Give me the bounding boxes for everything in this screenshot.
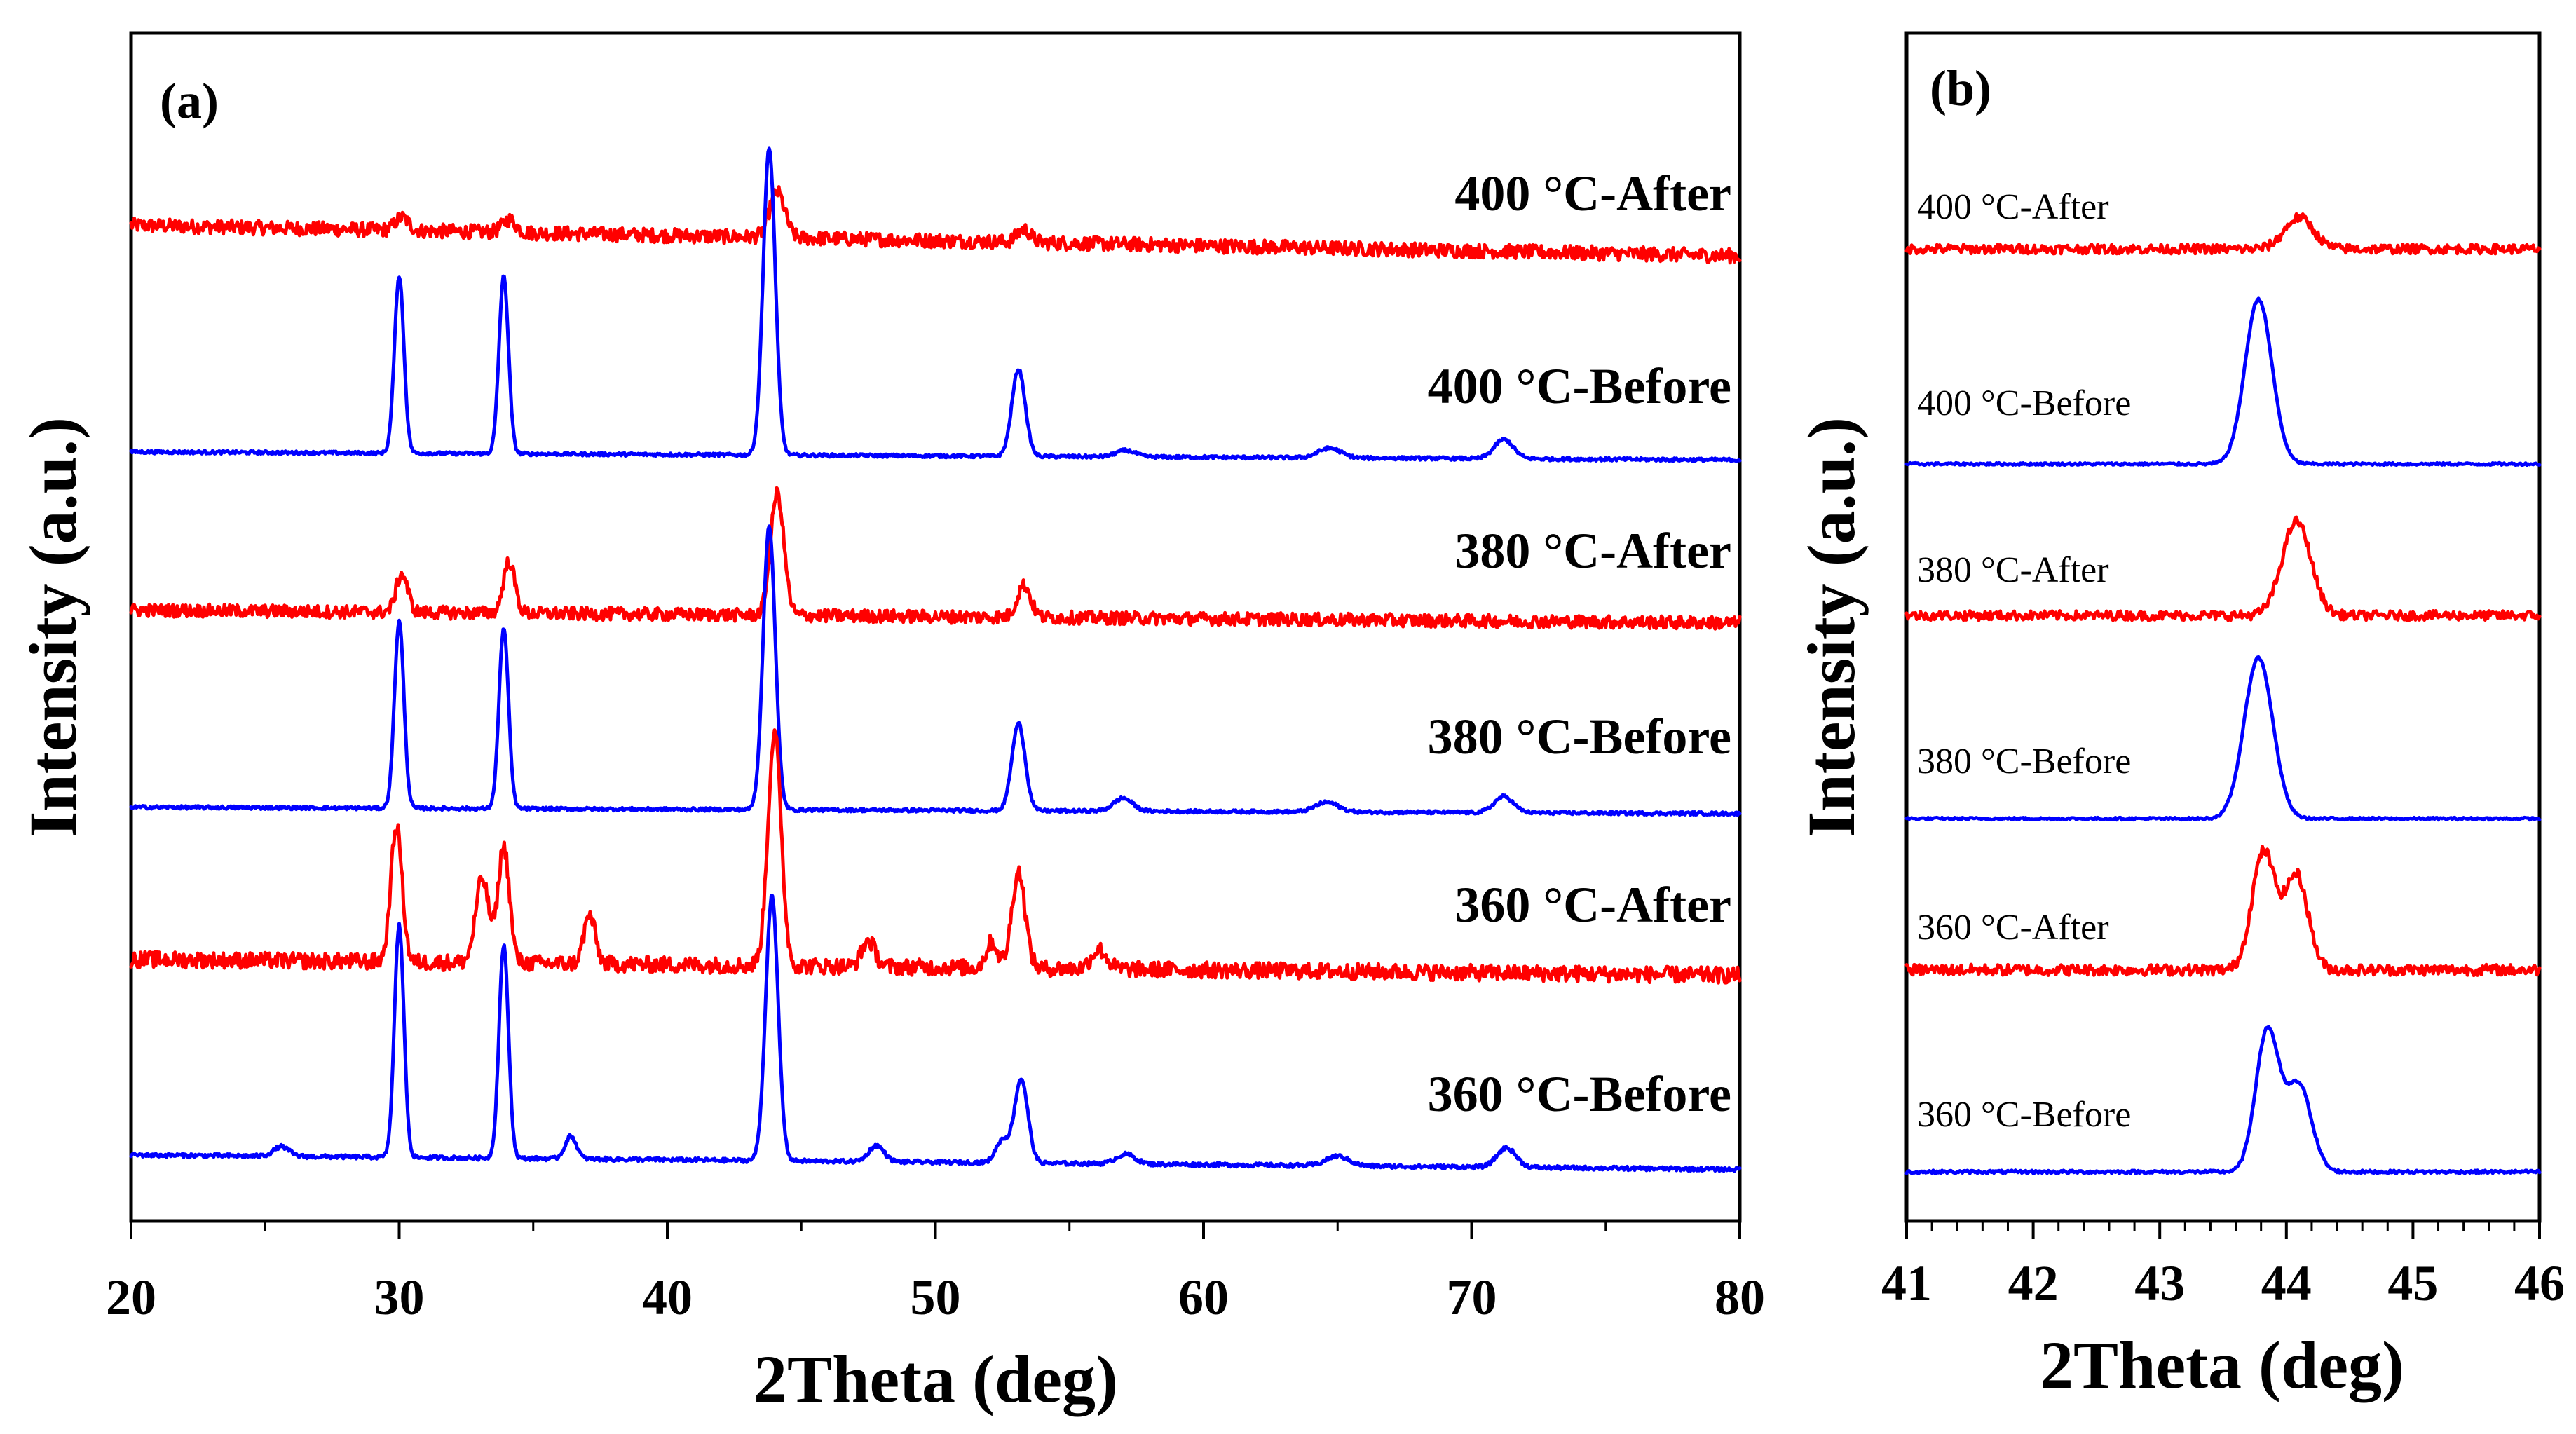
series-label: 360 °C-After [1917,908,2109,948]
trace-360-c-after [129,728,1742,985]
series-label: 360 °C-After [1454,877,1731,933]
x-tick-label-70: 70 [1447,1269,1497,1325]
series-label: 360 °C-Before [1917,1095,2131,1135]
panel-b: 41 42 43 44 45 46 400 °C-After 400 °C-Before 38… [1794,31,2565,1402]
panel-b-frame [1904,31,2542,1223]
panel-a-x-ticks: 20 30 40 50 60 70 80 [106,1221,1765,1325]
panel-b-label: (b) [1930,60,1991,116]
series-label: 400 °C-After [1454,165,1731,221]
trace-380-c-before [1904,655,2542,822]
x-tick-label-45: 45 [2387,1255,2438,1311]
trace-360-c-before [129,894,1742,1173]
panel-a-series-labels: 400 °C-After 400 °C-Before 380 °C-After 380… [1428,165,1731,1122]
panel-b-series-labels: 400 °C-After 400 °C-Before 380 °C-After 380… [1917,187,2131,1135]
series-label: 380 °C-After [1454,523,1731,579]
series-label: 400 °C-After [1917,187,2109,227]
panel-b-x-axis-title: 2Theta (deg) [2040,1327,2404,1402]
panel-a-x-axis-title: 2Theta (deg) [754,1341,1118,1416]
panel-b-traces [1904,212,2542,1175]
x-tick-label-40: 40 [642,1269,693,1325]
series-label: 380 °C-Before [1917,742,2131,781]
series-label: 380 °C-Before [1428,709,1731,765]
x-tick-label-42: 42 [2008,1255,2059,1311]
trace-380-c-after [1904,515,2542,622]
panel-a-traces [129,146,1742,1173]
x-tick-label-50: 50 [911,1269,961,1325]
x-tick-label-46: 46 [2514,1255,2565,1311]
trace-400-c-before [1904,296,2542,467]
x-tick-label-80: 80 [1715,1269,1765,1325]
panel-b-y-axis-title: Intensity (a.u.) [1794,417,1869,838]
panel-a-label: (a) [160,73,219,129]
trace-400-c-after [129,185,1742,265]
panel-a-y-axis-title: Intensity (a.u.) [15,417,90,838]
panel-b-x-ticks: 41 42 43 44 45 46 [1881,1221,2565,1311]
trace-400-c-after [1904,212,2542,256]
trace-380-c-before [129,524,1742,817]
trace-400-c-before [129,146,1742,463]
trace-380-c-after [129,486,1742,631]
x-tick-label-20: 20 [106,1269,156,1325]
series-label: 380 °C-After [1917,550,2109,590]
x-tick-label-30: 30 [374,1269,425,1325]
trace-360-c-before [1904,1025,2542,1175]
x-tick-label-60: 60 [1178,1269,1229,1325]
series-label: 400 °C-Before [1917,383,2131,423]
x-tick-label-43: 43 [2134,1255,2185,1311]
series-label: 400 °C-Before [1428,358,1731,414]
panel-a: 20 30 40 50 60 70 80 400 °C-After 400 °C-Before… [15,31,1765,1416]
series-label: 360 °C-Before [1428,1066,1731,1122]
x-tick-label-41: 41 [1881,1255,1932,1311]
x-tick-label-44: 44 [2261,1255,2312,1311]
trace-360-c-after [1904,845,2542,978]
